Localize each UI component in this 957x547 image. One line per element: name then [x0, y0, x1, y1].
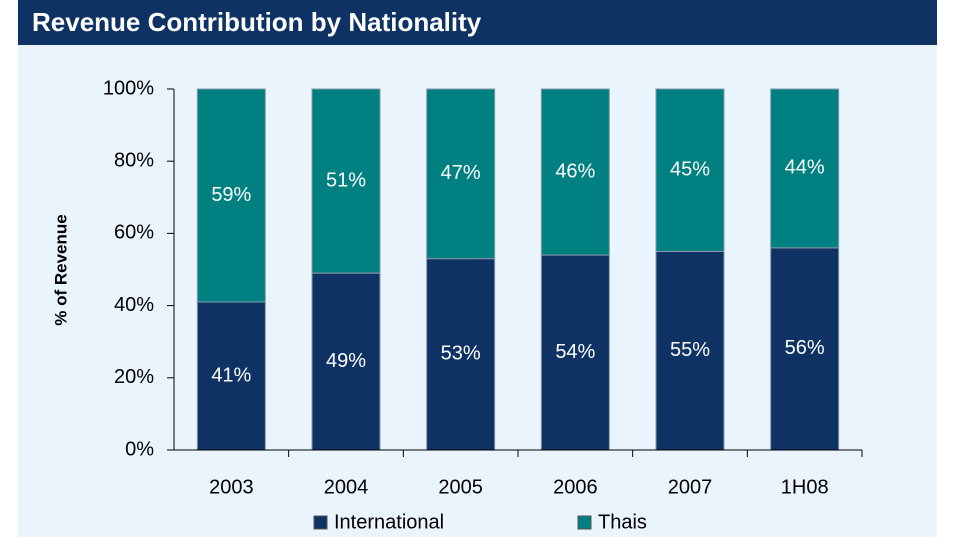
x-tick-label: 2007 [668, 476, 713, 498]
bar-segment [196, 301, 266, 451]
y-tick-label: 40% [114, 294, 154, 316]
data-label: 46% [555, 160, 595, 182]
y-tick-label: 0% [125, 438, 154, 460]
bar-segment [426, 88, 496, 260]
y-tick-label: 20% [114, 366, 154, 388]
bar-segment [770, 88, 840, 249]
title-bar [18, 0, 937, 45]
x-tick-label: 2004 [324, 476, 369, 498]
chart-title: Revenue Contribution by Nationality [32, 7, 482, 37]
data-label: 53% [441, 343, 481, 365]
data-label: 41% [211, 364, 251, 386]
bar-segment [426, 258, 496, 451]
bar-segment [655, 250, 725, 451]
data-label: 59% [211, 184, 251, 206]
x-tick-label: 1H08 [781, 476, 829, 498]
data-label: 49% [326, 350, 366, 372]
bar-segment [196, 88, 266, 303]
data-label: 45% [670, 159, 710, 181]
data-label: 44% [785, 157, 825, 179]
data-label: 47% [441, 162, 481, 184]
bar-segment [770, 247, 840, 451]
x-tick-label: 2003 [209, 476, 254, 498]
bar-segment [311, 88, 381, 274]
data-label: 56% [785, 337, 825, 359]
x-tick-label: 2006 [553, 476, 598, 498]
y-tick-label: 100% [103, 77, 154, 99]
data-label: 51% [326, 169, 366, 191]
x-tick-label: 2005 [438, 476, 483, 498]
legend-label: International [334, 511, 444, 533]
y-tick-label: 60% [114, 222, 154, 244]
y-tick-label: 80% [114, 149, 154, 171]
legend-swatch [313, 515, 328, 530]
data-label: 54% [555, 341, 595, 363]
legend-swatch [577, 515, 592, 530]
bar-segment [655, 88, 725, 252]
data-label: 55% [670, 339, 710, 361]
bar-segment [311, 272, 381, 451]
legend-label: Thais [598, 511, 647, 533]
bar-segment [540, 88, 610, 256]
y-axis-label: % of Revenue [51, 214, 70, 325]
